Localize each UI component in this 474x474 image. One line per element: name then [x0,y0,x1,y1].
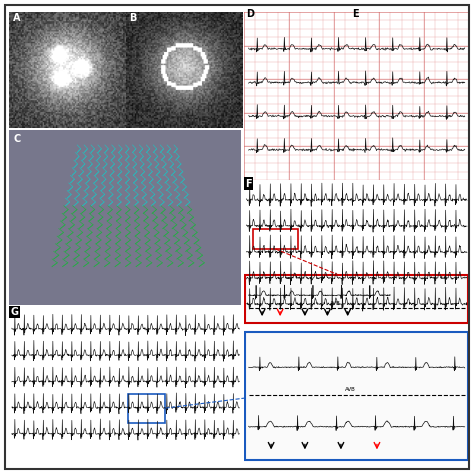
Bar [128,393,165,423]
Text: B: B [129,13,137,23]
Text: G: G [10,307,18,317]
Bar [253,229,298,249]
Text: C: C [13,134,20,144]
Text: D: D [246,9,255,19]
Text: A: A [13,13,20,23]
Text: AVB: AVB [346,387,356,392]
Text: F: F [245,179,252,189]
Text: E: E [352,9,359,19]
Bar [245,275,468,323]
Text: AVB: AVB [330,301,340,306]
